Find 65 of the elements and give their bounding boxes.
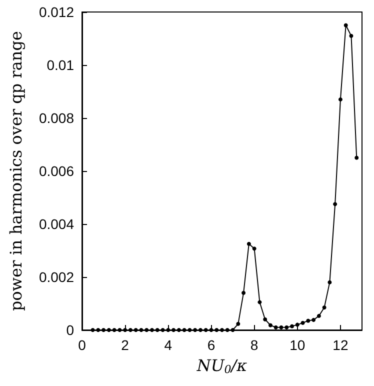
- point: [300, 320, 305, 325]
- point: [354, 156, 359, 160]
- x-tick-label: 0: [78, 337, 86, 353]
- point: [150, 328, 154, 332]
- point: [274, 325, 278, 330]
- point: [182, 328, 186, 332]
- point: [225, 328, 230, 332]
- point: [144, 328, 149, 332]
- point: [139, 328, 144, 332]
- x-tick-label: 8: [250, 337, 258, 353]
- y-tick-label: 0.012: [38, 4, 74, 20]
- y-tick-label: 0.008: [38, 110, 74, 126]
- point: [295, 322, 300, 327]
- point: [230, 328, 235, 332]
- point: [102, 328, 106, 332]
- point: [155, 328, 160, 332]
- point: [236, 322, 240, 326]
- point: [344, 23, 348, 28]
- point: [112, 328, 116, 332]
- point: [176, 328, 181, 332]
- x-tick-label: 2: [121, 337, 130, 353]
- x-tick-label: 12: [332, 337, 348, 353]
- point: [306, 318, 310, 323]
- point: [290, 324, 294, 328]
- y-axis-title: power in harmonics over qp range: [6, 31, 26, 311]
- point: [198, 328, 202, 332]
- point: [134, 328, 138, 332]
- point: [349, 34, 354, 38]
- point: [209, 328, 214, 332]
- y-tick-label: 0.004: [38, 216, 74, 232]
- point: [123, 328, 128, 332]
- x-tick-label: 6: [207, 337, 216, 353]
- point: [193, 328, 198, 332]
- y-tick-label: 0: [66, 322, 74, 338]
- point: [252, 246, 256, 251]
- x-tick-label: 10: [290, 337, 306, 353]
- x-tick-label: 4: [164, 337, 172, 353]
- point: [160, 328, 165, 332]
- point: [128, 328, 132, 332]
- y-tick-label: 0.002: [38, 269, 74, 285]
- point: [268, 323, 272, 328]
- point: [106, 328, 111, 332]
- point: [172, 328, 176, 332]
- point: [279, 325, 284, 330]
- point: [242, 290, 246, 295]
- point: [316, 314, 321, 318]
- point: [204, 328, 208, 332]
- point: [263, 317, 268, 322]
- point: [90, 328, 95, 332]
- point: [214, 328, 219, 332]
- point: [322, 305, 326, 310]
- point: [220, 328, 224, 332]
- point: [312, 318, 316, 322]
- point: [333, 202, 338, 206]
- point: [258, 300, 262, 304]
- point: [338, 97, 342, 102]
- point: [166, 328, 170, 332]
- point: [118, 328, 122, 332]
- point: [284, 325, 289, 330]
- y-tick-label: 0.006: [38, 163, 74, 179]
- point: [96, 328, 100, 332]
- point: [246, 242, 251, 246]
- point: [188, 328, 192, 332]
- y-tick-label: 0.01: [46, 57, 74, 73]
- point: [328, 280, 332, 284]
